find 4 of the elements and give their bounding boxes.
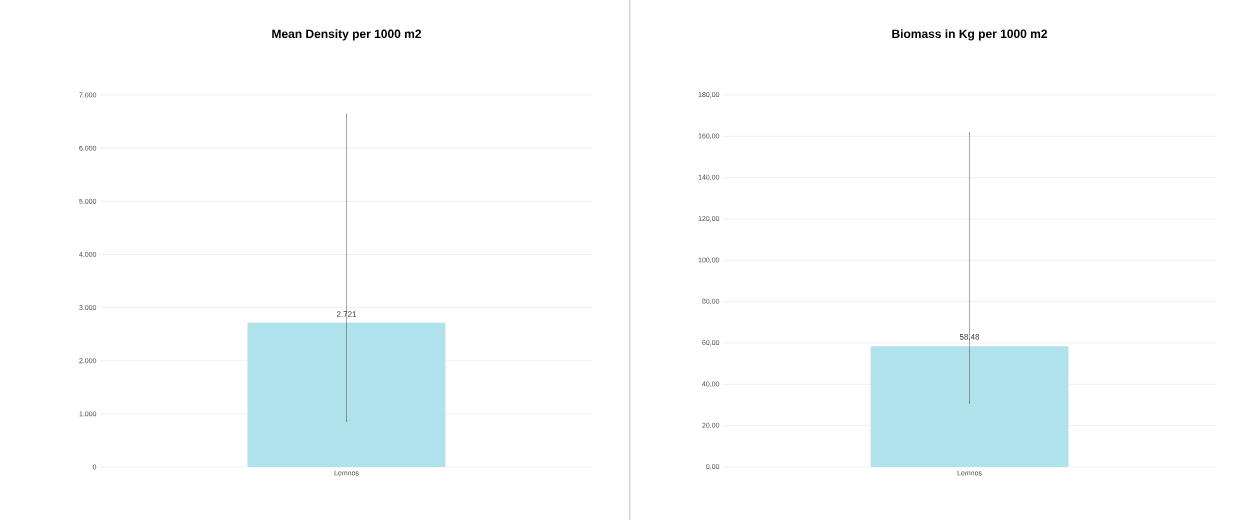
chart-title: Biomass in Kg per 1000 m2 (892, 29, 1048, 41)
chart-title: Mean Density per 1000 m2 (272, 29, 422, 41)
data-label: 2.721 (336, 311, 357, 317)
data-label: 58,48 (959, 334, 980, 341)
